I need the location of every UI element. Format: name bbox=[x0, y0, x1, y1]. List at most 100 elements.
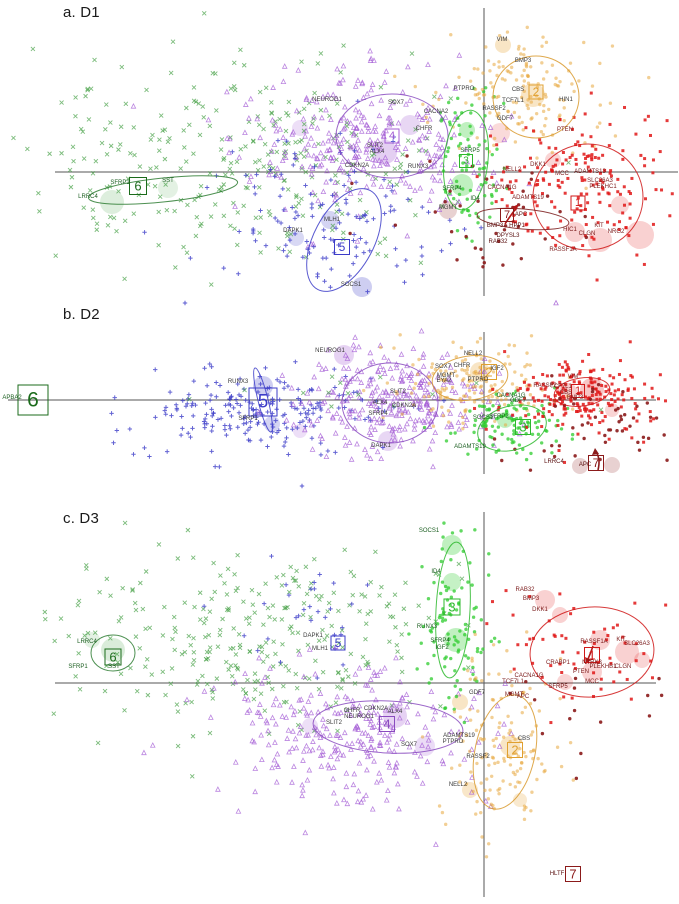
data-point bbox=[314, 155, 321, 162]
data-point bbox=[443, 665, 447, 669]
data-point bbox=[459, 529, 463, 533]
data-point bbox=[352, 416, 358, 421]
data-point bbox=[343, 783, 350, 790]
data-point bbox=[428, 628, 433, 633]
data-point bbox=[231, 60, 237, 66]
data-point bbox=[463, 716, 470, 722]
data-point bbox=[579, 192, 583, 196]
data-point bbox=[263, 717, 270, 724]
data-point bbox=[554, 76, 558, 80]
data-point bbox=[202, 366, 207, 371]
data-point bbox=[449, 656, 453, 661]
data-point bbox=[306, 646, 313, 652]
data-point bbox=[495, 95, 499, 100]
data-point bbox=[415, 372, 420, 377]
data-point bbox=[293, 615, 299, 620]
data-point bbox=[510, 683, 514, 688]
data-point bbox=[554, 439, 558, 443]
data-point bbox=[399, 632, 404, 637]
data-point bbox=[535, 156, 539, 160]
data-point bbox=[303, 169, 309, 175]
data-point bbox=[382, 211, 387, 216]
data-point bbox=[317, 400, 323, 405]
data-point bbox=[371, 162, 377, 169]
data-point bbox=[581, 244, 585, 248]
data-point bbox=[399, 695, 406, 701]
data-point bbox=[263, 365, 268, 371]
data-point bbox=[480, 404, 484, 409]
data-point bbox=[437, 97, 441, 102]
data-point bbox=[198, 183, 204, 189]
data-point bbox=[512, 432, 516, 436]
cluster-box-7: 7 bbox=[500, 208, 514, 222]
data-point bbox=[488, 359, 492, 363]
data-point bbox=[523, 212, 527, 216]
data-point bbox=[553, 299, 559, 306]
data-point bbox=[539, 130, 544, 134]
data-point bbox=[416, 136, 422, 143]
data-point bbox=[150, 132, 155, 138]
data-point bbox=[173, 265, 178, 270]
data-point bbox=[422, 386, 429, 392]
data-point bbox=[540, 731, 545, 736]
data-point bbox=[368, 744, 375, 750]
data-point bbox=[242, 387, 247, 393]
data-point bbox=[497, 405, 501, 409]
data-point bbox=[491, 183, 496, 187]
data-point bbox=[363, 792, 369, 798]
data-point bbox=[162, 156, 168, 162]
data-point bbox=[81, 156, 87, 161]
data-point bbox=[271, 639, 276, 644]
data-point bbox=[359, 80, 366, 87]
data-point bbox=[386, 735, 392, 742]
data-point bbox=[583, 161, 587, 165]
data-point bbox=[336, 670, 341, 675]
data-point bbox=[652, 417, 656, 421]
data-point bbox=[312, 90, 317, 96]
data-point bbox=[536, 432, 541, 437]
data-point bbox=[604, 390, 608, 394]
data-point bbox=[586, 165, 590, 169]
data-point bbox=[477, 96, 481, 101]
data-point bbox=[608, 204, 612, 208]
data-point bbox=[389, 374, 396, 381]
data-point bbox=[441, 711, 448, 718]
data-point bbox=[367, 752, 374, 758]
data-point bbox=[393, 223, 398, 227]
data-point bbox=[328, 285, 333, 290]
data-point bbox=[394, 263, 400, 269]
data-point bbox=[163, 692, 168, 698]
cluster-number: 7 bbox=[593, 456, 600, 470]
data-point bbox=[348, 746, 354, 752]
data-point bbox=[258, 381, 263, 387]
data-point bbox=[356, 410, 363, 417]
data-point bbox=[651, 171, 655, 175]
cluster-number: 5 bbox=[335, 636, 342, 650]
data-point bbox=[479, 357, 484, 361]
data-point bbox=[306, 408, 311, 413]
data-point bbox=[162, 604, 167, 610]
data-point bbox=[518, 766, 523, 771]
data-point bbox=[460, 586, 464, 590]
data-point bbox=[182, 145, 187, 150]
data-point bbox=[347, 120, 354, 126]
data-point bbox=[550, 150, 554, 155]
data-point bbox=[491, 443, 495, 447]
data-point bbox=[182, 600, 188, 605]
data-point bbox=[250, 138, 256, 144]
data-point bbox=[423, 417, 430, 424]
data-point bbox=[457, 146, 462, 151]
cluster-box-frame bbox=[588, 455, 604, 471]
data-point bbox=[447, 364, 454, 370]
data-point bbox=[440, 760, 447, 767]
data-point bbox=[490, 175, 494, 179]
data-point bbox=[458, 141, 463, 146]
data-point bbox=[467, 144, 471, 148]
data-point bbox=[468, 703, 475, 710]
data-point bbox=[478, 737, 483, 741]
data-point bbox=[81, 205, 87, 211]
data-point bbox=[484, 427, 488, 431]
data-point bbox=[584, 409, 588, 413]
data-point bbox=[163, 412, 168, 417]
data-point bbox=[205, 681, 210, 687]
